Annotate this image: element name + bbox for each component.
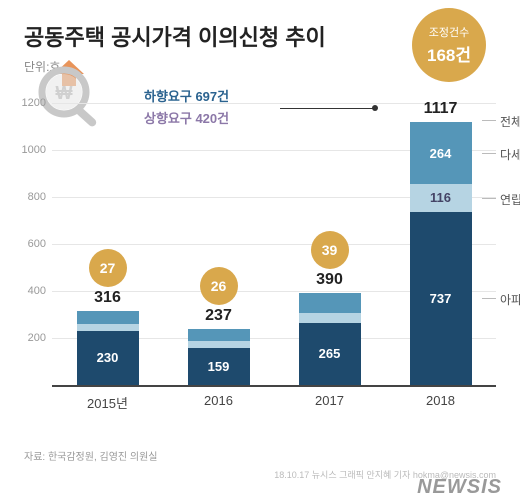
x-axis — [52, 385, 496, 387]
legend-total: 전체 — [500, 113, 520, 130]
segment-apt: 265 — [299, 323, 361, 385]
infographic: 공동주택 공시가격 이의신청 추이 단위:호 조정건수 168건 ₩ 하향요구 … — [0, 0, 520, 503]
legend-multi: 다세대 — [500, 146, 520, 163]
x-label: 2017 — [299, 393, 361, 412]
bar-group: 23726159 — [188, 329, 250, 385]
y-tick: 1200 — [22, 97, 46, 109]
segment-value: 159 — [208, 359, 230, 374]
bars: 3162723023726159390392651117264116737 — [52, 79, 496, 385]
year-badge: 26 — [200, 267, 238, 305]
segment-value: 265 — [319, 346, 341, 361]
segment-row — [299, 313, 361, 322]
legend-line — [482, 120, 496, 121]
y-tick: 400 — [28, 285, 46, 297]
segment-value: 116 — [430, 190, 451, 205]
x-labels: 2015년 2016 2017 2018 — [52, 393, 496, 412]
y-tick: 800 — [28, 191, 46, 203]
segment-apt: 159 — [188, 348, 250, 385]
segment-multi — [299, 293, 361, 313]
segment-value: 737 — [430, 291, 452, 306]
year-badge: 27 — [89, 249, 127, 287]
y-tick: 1000 — [22, 144, 46, 156]
bar-group: 39039265 — [299, 293, 361, 385]
segment-value: 264 — [430, 146, 452, 161]
segment-value: 230 — [97, 350, 119, 365]
segment-row — [77, 324, 139, 331]
bar-total: 1117 — [424, 100, 458, 118]
legend-line — [482, 298, 496, 299]
legend-line — [482, 153, 496, 154]
year-badge-value: 39 — [322, 242, 338, 258]
segment-row: 116 — [410, 184, 472, 211]
segment-row — [188, 341, 250, 348]
year-badge-value: 26 — [211, 278, 227, 294]
year-badge: 39 — [311, 231, 349, 269]
chart-area: 20040060080010001200 3162723023726159390… — [52, 79, 496, 439]
source: 자료: 한국감정원, 김영진 의원실 — [24, 448, 158, 463]
segment-legend: 전체다세대연립주택아파트 — [500, 79, 520, 385]
segment-apt: 230 — [77, 331, 139, 385]
y-tick: 200 — [28, 332, 46, 344]
x-label: 2018 — [410, 393, 472, 412]
legend-line — [482, 198, 496, 199]
x-label: 2016 — [188, 393, 250, 412]
bar-group: 1117264116737 — [410, 122, 472, 385]
y-tick: 600 — [28, 238, 46, 250]
y-axis: 200 400 600 800 1000 1200 — [24, 79, 52, 385]
x-label: 2015년 — [77, 393, 139, 412]
legend-apt: 아파트 — [500, 291, 520, 308]
legend-row: 연립주택 — [500, 191, 520, 208]
adjustment-badge: 조정건수 168건 — [412, 8, 486, 82]
year-badge-value: 27 — [100, 260, 116, 276]
badge-value: 168건 — [427, 41, 471, 66]
segment-multi — [188, 329, 250, 341]
bar-total: 316 — [94, 289, 121, 307]
watermark: NEWSIS — [417, 476, 502, 499]
segment-multi: 264 — [410, 122, 472, 184]
bar-total: 237 — [205, 307, 232, 325]
badge-caption: 조정건수 — [429, 24, 469, 40]
segment-apt: 737 — [410, 212, 472, 385]
bar-group: 31627230 — [77, 311, 139, 385]
bar-total: 390 — [316, 271, 343, 289]
segment-multi — [77, 311, 139, 324]
